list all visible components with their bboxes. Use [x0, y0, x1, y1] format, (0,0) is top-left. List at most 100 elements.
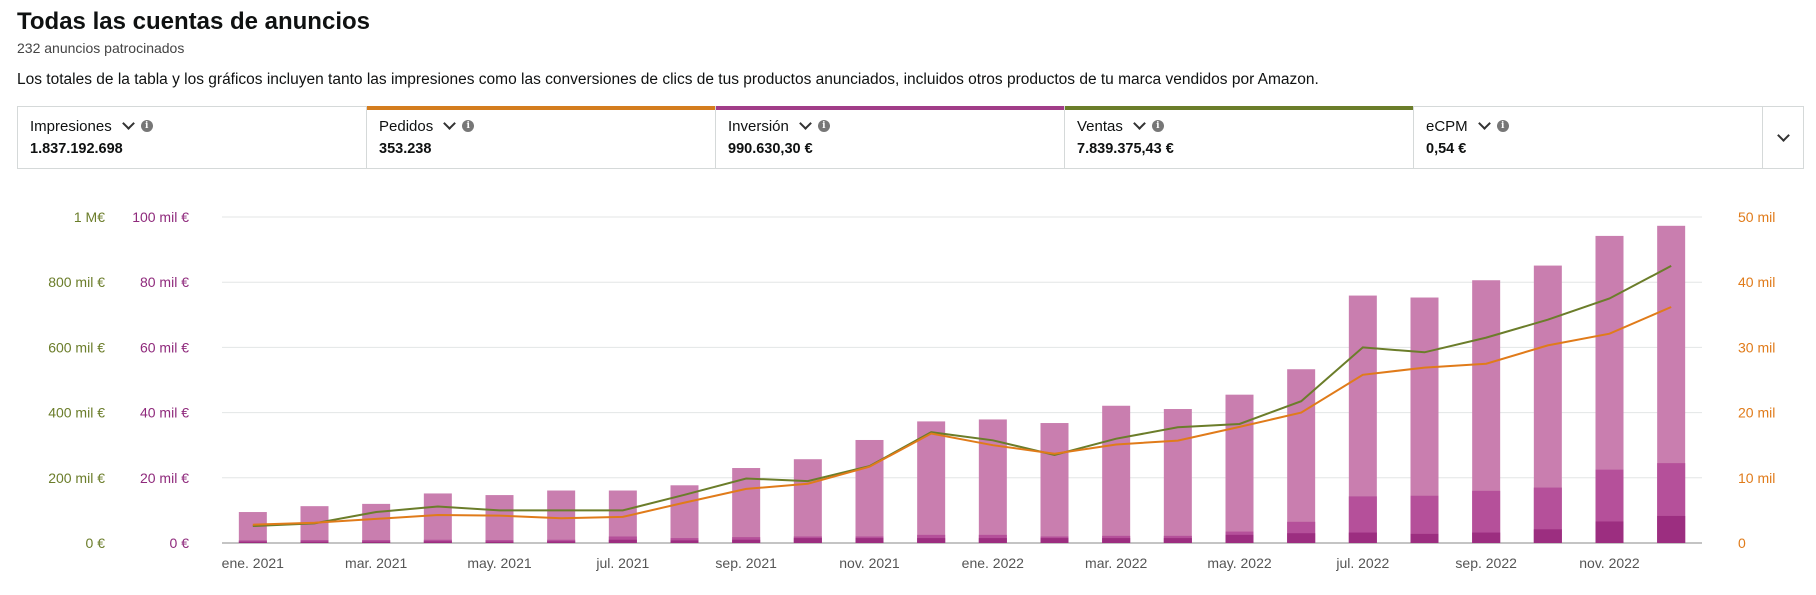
bar-segment-light — [362, 503, 391, 543]
bar-segment-light — [485, 495, 514, 543]
bar-segment-light — [978, 419, 1007, 543]
x-axis-tick: may. 2021 — [467, 555, 532, 571]
series-color-line — [367, 106, 715, 110]
metric-label: Inversión — [728, 117, 789, 135]
inversion-axis-tick: 0 € — [170, 535, 190, 551]
performance-chart: 0 € 0 € 0 200 mil € 20 mil € 10 mil 400 mil € 4… — [48, 209, 1775, 571]
x-axis-tick: mar. 2022 — [1085, 555, 1147, 571]
bar-segment-light — [793, 459, 822, 543]
bar-segment-dark — [1102, 538, 1131, 543]
bar-segment-light — [855, 439, 884, 543]
expand-metrics-button[interactable] — [1763, 107, 1803, 168]
x-axis-tick: may. 2022 — [1207, 555, 1272, 571]
pedidos-axis-tick: 20 mil — [1738, 405, 1775, 421]
ventas-axis-tick: 0 € — [86, 535, 106, 551]
bar-segment-dark — [608, 539, 637, 543]
metric-value: 353.238 — [379, 141, 432, 157]
bar-segment-mid — [485, 540, 514, 543]
x-axis-tick: nov. 2021 — [839, 555, 900, 571]
bar-segment-dark — [362, 541, 391, 543]
info-icon[interactable]: i — [1496, 120, 1509, 132]
pedidos-axis-tick: 40 mil — [1738, 274, 1775, 290]
metric-label: Ventas — [1077, 117, 1123, 135]
bar-segment-light — [1102, 405, 1131, 543]
metric-label: Impresiones — [30, 117, 112, 135]
inversion-axis-tick: 80 mil € — [140, 274, 189, 290]
x-axis-tick: jul. 2022 — [1335, 555, 1389, 571]
bar-segment-light — [917, 421, 946, 543]
metric-ventas[interactable]: Ventas i 7.839.375,43 € — [1065, 106, 1414, 168]
bar-segment-dark — [1287, 533, 1316, 543]
pedidos-axis-tick: 30 mil — [1738, 339, 1775, 355]
chevron-down-icon[interactable] — [1477, 117, 1491, 130]
ventas-line — [252, 265, 1672, 527]
metric-value: 7.839.375,43 € — [1077, 141, 1174, 157]
bar-segment-dark — [238, 541, 267, 543]
bar-segment-light — [238, 512, 267, 543]
bar-segment-dark — [1472, 532, 1501, 543]
x-axis-tick: mar. 2021 — [345, 555, 407, 571]
inversion-axis-tick: 20 mil € — [140, 470, 189, 486]
metric-label: Pedidos — [379, 117, 434, 135]
bar-segment-mid — [300, 540, 329, 543]
metric-pedidos[interactable]: Pedidos i 353.238 — [367, 106, 716, 168]
bar-segment-dark — [423, 541, 452, 543]
bar-segment-dark — [485, 541, 514, 543]
bar-segment-light — [547, 490, 576, 543]
inversion-axis-tick: 40 mil € — [140, 405, 189, 421]
bar-segment-light — [1040, 423, 1069, 543]
chevron-down-icon — [1776, 129, 1790, 142]
metric-ecpm[interactable]: eCPM i 0,54 € — [1414, 107, 1763, 168]
metric-value: 1.837.192.698 — [30, 141, 123, 157]
bar-segment-dark — [1657, 515, 1686, 543]
bar-segment-dark — [732, 539, 761, 543]
bar-segment-dark — [1533, 529, 1562, 543]
ventas-axis-tick: 1 M€ — [74, 209, 105, 225]
chevron-down-icon[interactable] — [799, 117, 812, 130]
ventas-axis-tick: 600 mil € — [48, 339, 105, 355]
metric-impresiones[interactable]: Impresiones i 1.837.192.698 — [18, 107, 367, 168]
bar-segment-dark — [1225, 534, 1254, 543]
bar-segment-dark — [1595, 521, 1624, 543]
x-axis-tick: jul. 2021 — [595, 555, 649, 571]
info-icon[interactable]: i — [1151, 120, 1164, 132]
pedidos-axis-tick: 0 — [1738, 535, 1746, 551]
page-title: Todas las cuentas de anuncios — [17, 8, 370, 35]
ventas-axis-tick: 400 mil € — [48, 405, 105, 421]
metric-inversion[interactable]: Inversión i 990.630,30 € — [716, 106, 1065, 168]
totals-info-text: Los totales de la tabla y los gráficos i… — [17, 71, 1319, 88]
ads-count-subtitle: 232 anuncios patrocinados — [17, 40, 185, 56]
x-axis-tick: ene. 2021 — [222, 555, 284, 571]
bar-segment-dark — [300, 541, 329, 543]
bar-segment-light — [423, 493, 452, 543]
bar-segment-dark — [1410, 533, 1439, 543]
bar-segment-mid — [362, 540, 391, 543]
pedidos-axis-tick: 10 mil — [1738, 470, 1775, 486]
info-icon[interactable]: i — [462, 120, 475, 132]
x-axis-tick: sep. 2021 — [715, 555, 777, 571]
x-axis-tick: sep. 2022 — [1455, 555, 1517, 571]
bar-segment-mid — [238, 540, 267, 543]
chevron-down-icon[interactable] — [121, 117, 135, 130]
info-icon[interactable]: i — [817, 120, 830, 132]
metric-value: 0,54 € — [1426, 141, 1467, 157]
ventas-axis-tick: 800 mil € — [48, 274, 105, 290]
metric-label: eCPM — [1426, 117, 1468, 135]
bar-segment-light — [1163, 409, 1192, 543]
info-icon[interactable]: i — [140, 120, 153, 132]
bar-segment-dark — [670, 540, 699, 543]
metrics-bar: Impresiones i 1.837.192.698 Pedidos i 35… — [17, 106, 1804, 169]
bar-segment-dark — [855, 538, 884, 543]
ventas-axis-tick: 200 mil € — [48, 470, 105, 486]
chevron-down-icon[interactable] — [443, 117, 457, 130]
chevron-down-icon[interactable] — [1133, 117, 1146, 130]
x-axis-tick: nov. 2022 — [1579, 555, 1640, 571]
bar-segment-dark — [1348, 532, 1377, 543]
inversion-axis-tick: 100 mil € — [132, 209, 189, 225]
bar-segment-dark — [547, 541, 576, 543]
bar-segment-dark — [793, 538, 822, 543]
series-color-line — [1065, 106, 1413, 110]
bar-segment-dark — [978, 538, 1007, 543]
bar-segment-dark — [1040, 538, 1069, 543]
bar-segment-light — [1225, 394, 1254, 543]
